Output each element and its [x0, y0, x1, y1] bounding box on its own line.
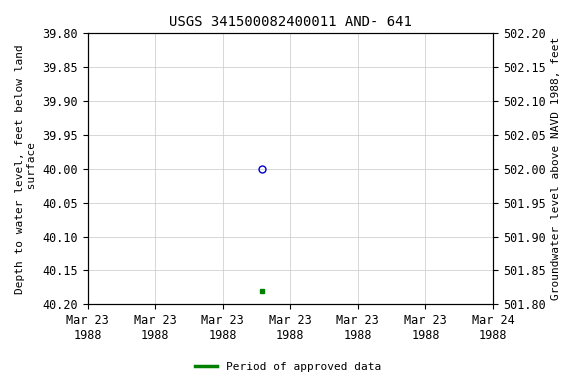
Y-axis label: Depth to water level, feet below land
 surface: Depth to water level, feet below land su… [15, 44, 37, 293]
Y-axis label: Groundwater level above NAVD 1988, feet: Groundwater level above NAVD 1988, feet [551, 37, 561, 300]
Legend: Period of approved data: Period of approved data [191, 358, 385, 377]
Title: USGS 341500082400011 AND- 641: USGS 341500082400011 AND- 641 [169, 15, 412, 29]
